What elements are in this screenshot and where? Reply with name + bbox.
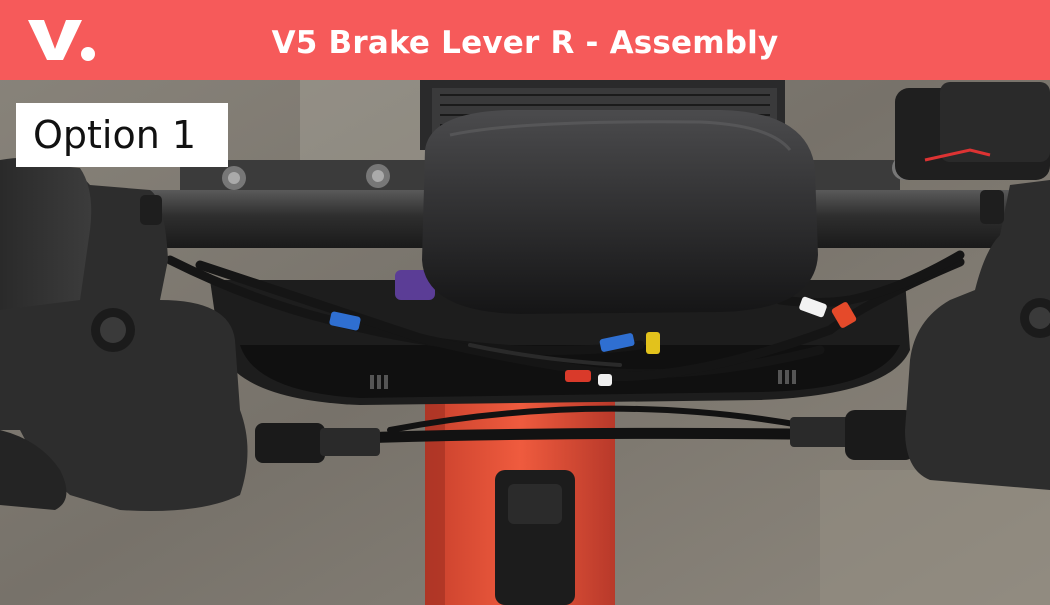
header-bar: V5 Brake Lever R - Assembly — [0, 0, 1050, 80]
v-logo-icon — [28, 20, 95, 61]
page-title: V5 Brake Lever R - Assembly — [271, 25, 779, 61]
option-label-box: Option 1 — [16, 103, 228, 167]
option-label: Option 1 — [33, 113, 197, 157]
